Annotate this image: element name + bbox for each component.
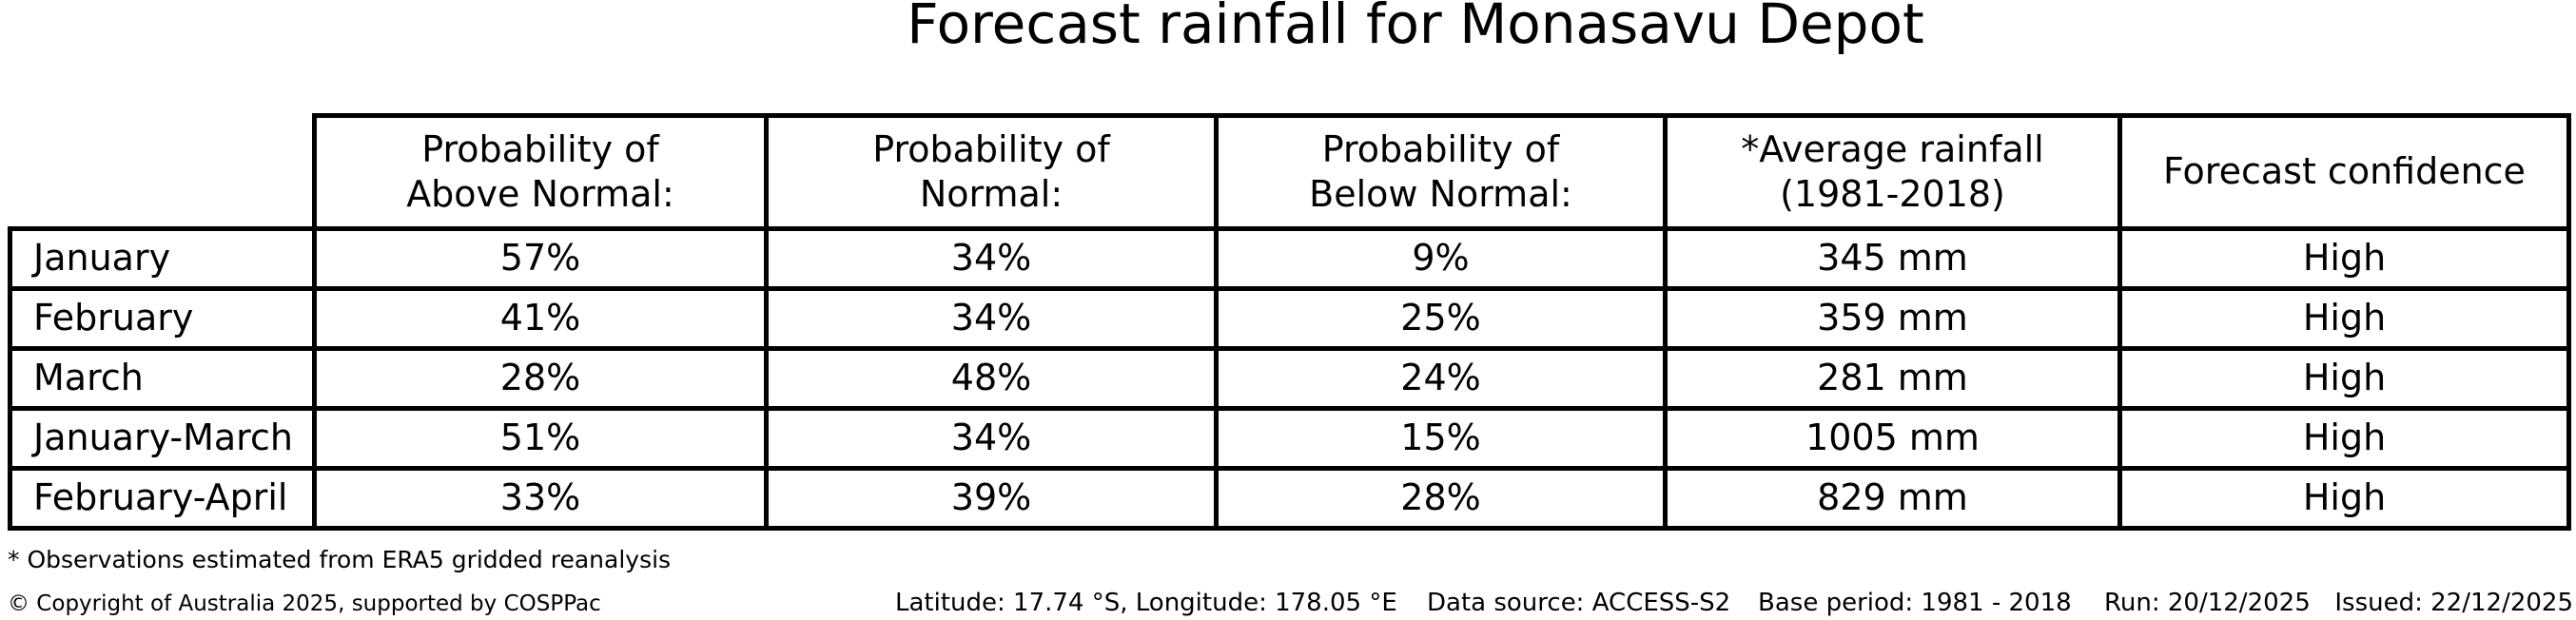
- header-line: Above Normal:: [406, 173, 674, 215]
- header-line: Probability of: [1321, 127, 1560, 170]
- row-label: January: [8, 226, 317, 291]
- forecast-table: Probability of Above Normal: Probability…: [8, 113, 2571, 531]
- table-row-march: March 28% 48% 24% 281 mm High: [8, 346, 2571, 411]
- header-prob-normal: Probability of Normal:: [764, 113, 1219, 231]
- header-line: Probability of: [421, 127, 659, 170]
- cell-prob-below: 24%: [1214, 346, 1668, 411]
- header-line: Below Normal:: [1309, 173, 1572, 215]
- cell-prob-above: 41%: [312, 286, 769, 351]
- header-line: Probability of: [872, 127, 1110, 170]
- cell-average-rainfall: 359 mm: [1663, 286, 2122, 351]
- cell-prob-below: 15%: [1214, 406, 1668, 471]
- cell-prob-above: 28%: [312, 346, 769, 411]
- issued-date-text: Issued: 22/12/2025: [2334, 589, 2573, 617]
- cell-average-rainfall: 1005 mm: [1663, 406, 2122, 471]
- base-period-text: Base period: 1981 - 2018: [1758, 589, 2072, 617]
- cell-confidence: High: [2117, 406, 2571, 471]
- cell-prob-normal: 34%: [764, 286, 1219, 351]
- data-source-text: Data source: ACCESS-S2: [1427, 589, 1731, 617]
- cell-prob-below: 25%: [1214, 286, 1668, 351]
- cell-prob-below: 9%: [1214, 226, 1668, 291]
- header-prob-below: Probability of Below Normal:: [1214, 113, 1668, 231]
- header-average-rainfall: *Average rainfall (1981-2018): [1663, 113, 2122, 231]
- cell-confidence: High: [2117, 346, 2571, 411]
- table-row-january-march: January-March 51% 34% 15% 1005 mm High: [8, 406, 2571, 471]
- cell-confidence: High: [2117, 286, 2571, 351]
- cell-confidence: High: [2117, 226, 2571, 291]
- observations-footnote: * Observations estimated from ERA5 gridd…: [8, 546, 672, 573]
- copyright-text: © Copyright of Australia 2025, supported…: [8, 591, 601, 616]
- row-label: January-March: [8, 406, 317, 471]
- cell-prob-above: 51%: [312, 406, 769, 471]
- lat-long-text: Latitude: 17.74 °S, Longitude: 178.05 °E: [895, 589, 1397, 617]
- cell-average-rainfall: 281 mm: [1663, 346, 2122, 411]
- cell-prob-normal: 34%: [764, 226, 1219, 291]
- cell-average-rainfall: 829 mm: [1663, 466, 2122, 531]
- cell-prob-normal: 34%: [764, 406, 1219, 471]
- header-line: *Average rainfall: [1741, 127, 2044, 170]
- cell-average-rainfall: 345 mm: [1663, 226, 2122, 291]
- header-row: Probability of Above Normal: Probability…: [10, 113, 2571, 231]
- corner-cell-empty: [10, 116, 315, 229]
- row-label: February: [8, 286, 317, 351]
- header-line: (1981-2018): [1780, 173, 2005, 215]
- header-line: Normal:: [919, 173, 1064, 215]
- row-label: March: [8, 346, 317, 411]
- table-row-february-april: February-April 33% 39% 28% 829 mm High: [8, 466, 2571, 531]
- header-prob-above: Probability of Above Normal:: [312, 113, 769, 231]
- cell-prob-above: 57%: [312, 226, 769, 291]
- cell-prob-normal: 39%: [764, 466, 1219, 531]
- run-date-text: Run: 20/12/2025: [2104, 589, 2311, 617]
- cell-prob-normal: 48%: [764, 346, 1219, 411]
- header-line: Forecast confidence: [2163, 150, 2526, 193]
- table-row-february: February 41% 34% 25% 359 mm High: [8, 286, 2571, 351]
- row-label: February-April: [8, 466, 317, 531]
- table-row-january: January 57% 34% 9% 345 mm High: [8, 226, 2571, 291]
- header-forecast-confidence: Forecast confidence: [2117, 113, 2571, 231]
- page-title: Forecast rainfall for Monasavu Depot: [907, 0, 1924, 56]
- cell-confidence: High: [2117, 466, 2571, 531]
- cell-prob-below: 28%: [1214, 466, 1668, 531]
- cell-prob-above: 33%: [312, 466, 769, 531]
